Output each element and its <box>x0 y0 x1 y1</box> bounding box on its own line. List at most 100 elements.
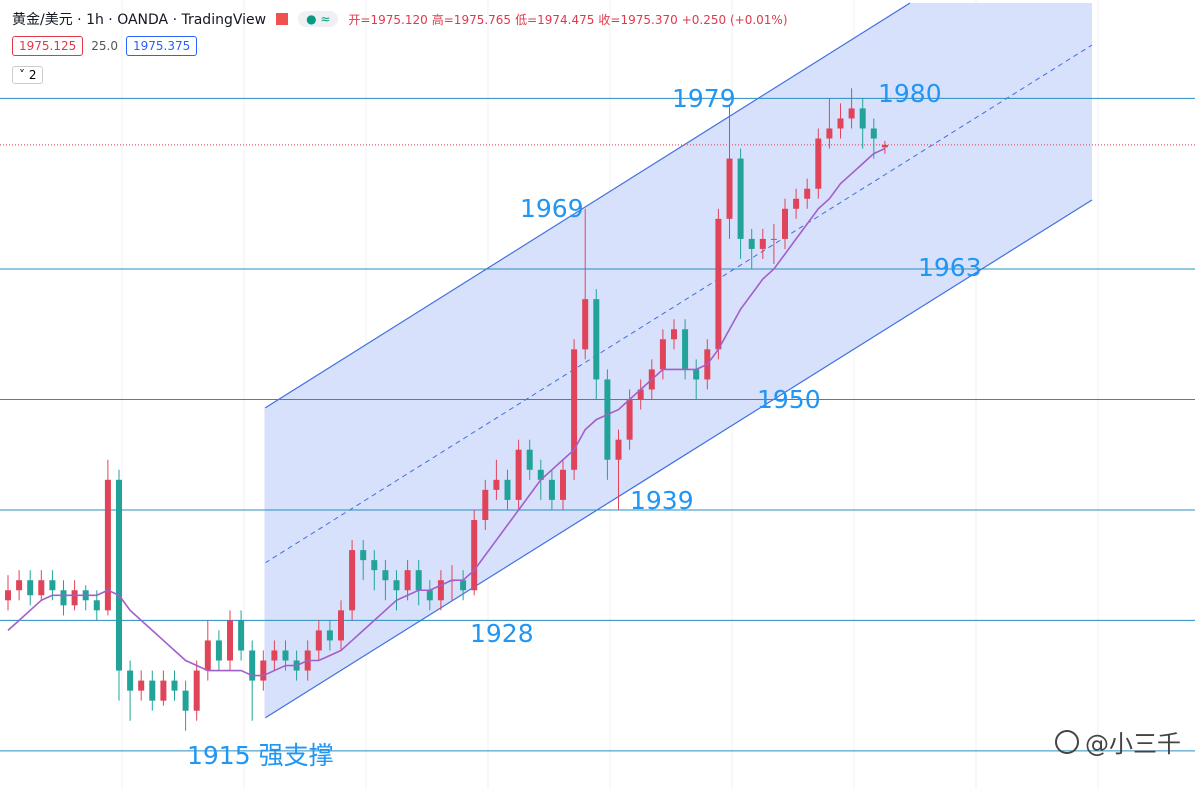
candle-body <box>215 640 222 661</box>
candle-body <box>815 138 822 189</box>
ohlc-item: +0.250 (+0.01%) <box>681 12 788 27</box>
candle-body <box>515 449 522 500</box>
candle-body <box>593 299 600 380</box>
candle-body <box>315 630 322 651</box>
candle-body <box>260 660 267 681</box>
candle-body <box>826 128 833 139</box>
channel-mid <box>264 44 1093 564</box>
candle-body <box>49 580 56 591</box>
candle-body <box>227 620 233 661</box>
candle-body <box>193 670 200 711</box>
candle-body <box>659 339 666 370</box>
candle-body <box>104 479 111 611</box>
candle-body <box>349 550 356 611</box>
candle-body <box>5 590 11 601</box>
candle-body <box>282 650 289 661</box>
candle-body <box>793 198 800 209</box>
candle-body <box>60 590 67 606</box>
watermark: @小三千 <box>1055 724 1181 759</box>
candle-body <box>504 479 511 500</box>
price-box: 1975.125 <box>12 36 84 56</box>
candle-body <box>426 590 433 601</box>
price-boxes: 1975.125 25.0 1975.375 <box>12 36 198 56</box>
candle-body <box>271 650 278 661</box>
toggle[interactable]: ● ≈ <box>298 11 339 27</box>
candle-body <box>160 680 167 701</box>
ohlc-item: 收=1975.370 <box>598 12 678 27</box>
candle-body <box>360 550 367 561</box>
candle-body <box>127 670 134 691</box>
candle-body <box>870 128 877 139</box>
candle-body <box>437 580 444 601</box>
candle-body <box>782 208 788 239</box>
symbol: 黄金/美元 · 1h · OANDA · TradingView <box>12 12 267 28</box>
candle-body <box>682 329 689 370</box>
ohlc-item: 开=1975.120 <box>348 12 428 27</box>
candle-body <box>548 479 555 500</box>
candle-body <box>326 630 333 641</box>
candle-body <box>460 580 467 591</box>
candle-body <box>582 299 589 350</box>
candle-body <box>560 469 566 500</box>
annotation: 1915 强支撑 <box>187 741 334 770</box>
candle-body <box>71 590 78 606</box>
candle-body <box>415 570 422 591</box>
candle-body <box>149 680 156 701</box>
candle-body <box>382 570 389 581</box>
candle-body <box>881 144 888 148</box>
candle-body <box>16 580 23 591</box>
candle-body <box>182 690 189 711</box>
candle-body <box>804 188 811 199</box>
candle-body <box>371 560 378 571</box>
candle-body <box>482 489 489 520</box>
candle-body <box>770 238 777 240</box>
annotation: 1939 <box>630 486 694 515</box>
candle-body <box>715 218 722 350</box>
candle-body <box>338 610 344 641</box>
candle-body <box>848 108 855 119</box>
price-box: 1975.375 <box>125 36 198 56</box>
moving-average <box>7 147 886 677</box>
annotation: 1969 <box>520 194 584 223</box>
candle-body <box>93 600 100 611</box>
candle-body <box>615 439 622 460</box>
logo <box>1055 729 1079 754</box>
ohlc: 开=1975.120 高=1975.765 低=1974.475 收=1975.370… <box>348 11 791 28</box>
price-box: 25.0 <box>91 39 118 53</box>
candle-body <box>249 650 256 681</box>
candle-body <box>404 570 411 591</box>
candle-body <box>693 369 700 380</box>
candle-body <box>537 469 544 480</box>
candle-body <box>526 449 533 470</box>
annotation: 1950 <box>757 385 821 414</box>
ohlc-item: 低=1974.475 <box>515 12 595 27</box>
indicator-count: 2 <box>28 68 37 82</box>
candle-body <box>393 580 400 591</box>
candle-body <box>737 158 744 239</box>
channel-upper <box>264 2 911 409</box>
candle-body <box>27 580 34 596</box>
candle-body <box>116 479 122 671</box>
candle-body <box>38 580 45 596</box>
candle-body <box>171 680 178 691</box>
watermark-text: @小三千 <box>1085 730 1181 758</box>
candle-body <box>493 479 500 490</box>
candle-body <box>471 519 478 591</box>
indicator-toggle[interactable]: ˅ 2 <box>12 66 44 84</box>
channel-lower <box>264 199 1093 719</box>
ohlc-item: 高=1975.765 <box>431 12 512 27</box>
header: 黄金/美元 · 1h · OANDA · TradingView ● ≈ 开=1… <box>12 9 792 29</box>
annotation: 1980 <box>878 79 942 108</box>
candle-body <box>604 379 611 460</box>
candle-body <box>637 389 644 400</box>
flag-icon[interactable] <box>276 13 289 25</box>
annotation: 1979 <box>672 84 736 113</box>
candle-body <box>626 399 633 440</box>
candle-body <box>138 680 145 691</box>
candle-body <box>759 238 766 249</box>
candle-body <box>238 620 245 651</box>
candle-body <box>859 108 866 129</box>
candle-body <box>671 329 677 340</box>
